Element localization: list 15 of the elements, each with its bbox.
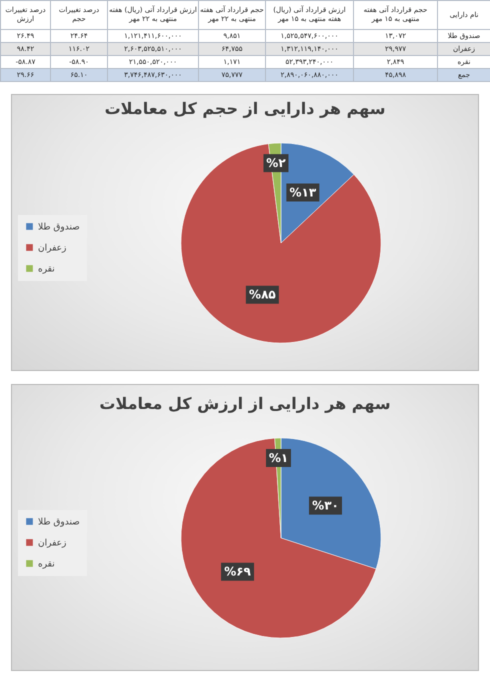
data-label: %۶۹ — [224, 564, 252, 579]
chart-title: سهم هر دارایی از ارزش کل معاملات — [99, 394, 391, 413]
legend-label: زعفران — [38, 538, 66, 548]
legend-label: نقره — [38, 264, 55, 274]
data-label: %۸۵ — [249, 288, 276, 302]
chart-title: سهم هر دارایی از حجم کل معاملات — [104, 99, 386, 118]
data-label: %۲ — [266, 156, 286, 170]
legend-label: صندوق طلا — [38, 222, 80, 232]
data-label: %۱۳ — [290, 186, 317, 200]
legend-label: نقره — [38, 560, 55, 570]
pie-slice — [180, 144, 382, 344]
legend-label: زعفران — [38, 244, 66, 254]
data-label: %۱ — [268, 451, 288, 466]
legend-label: صندوق طلا — [38, 518, 80, 528]
data-label: %۳۰ — [312, 498, 339, 513]
